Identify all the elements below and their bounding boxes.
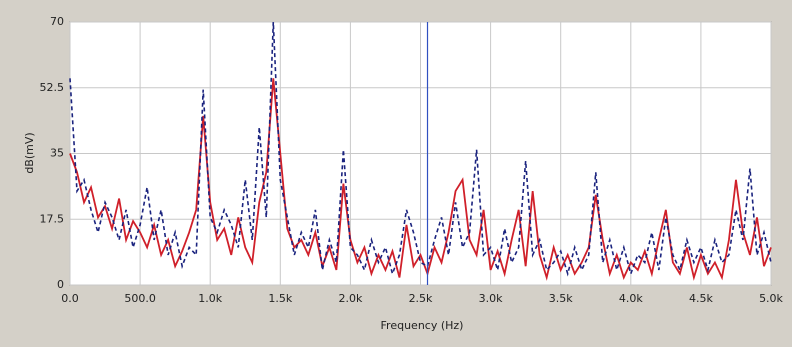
- x-tick-label: 5.0k: [759, 292, 783, 305]
- x-tick-label: 1.0k: [198, 292, 222, 305]
- y-tick-label: 70: [50, 15, 64, 28]
- x-tick-label: 0.0: [61, 292, 79, 305]
- y-tick-label: 35: [50, 147, 64, 160]
- x-tick-label: 2.0k: [338, 292, 362, 305]
- x-tick-label: 3.0k: [479, 292, 503, 305]
- x-tick-label: 3.5k: [549, 292, 573, 305]
- x-tick-label: 4.0k: [619, 292, 643, 305]
- series-line: [69, 21, 772, 277]
- y-tick-label: 17.5: [40, 212, 65, 225]
- x-tick-label: 2.5k: [409, 292, 433, 305]
- x-tick-label: 4.5k: [689, 292, 713, 305]
- x-tick-label: 1.5k: [268, 292, 292, 305]
- x-axis-label: Frequency (Hz): [381, 319, 464, 332]
- x-tick-label: 500.0: [124, 292, 156, 305]
- y-axis-label: dB(mV): [23, 132, 36, 173]
- y-tick-label: 0: [57, 278, 64, 291]
- series-line: [69, 78, 772, 281]
- y-tick-label: 52.5: [40, 81, 65, 94]
